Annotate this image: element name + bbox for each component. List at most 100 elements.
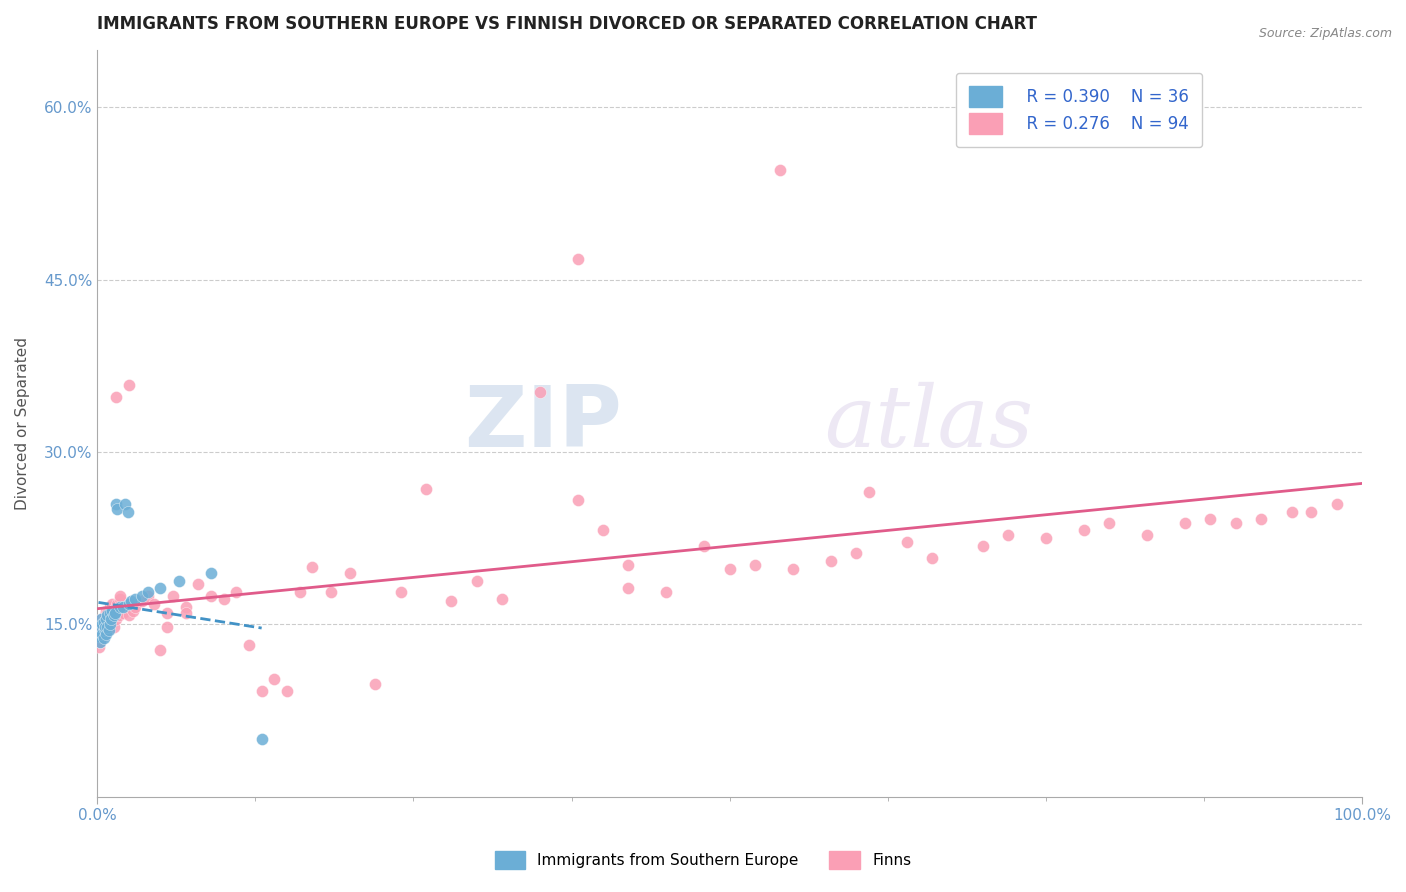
Point <box>124 600 146 615</box>
Point <box>617 581 640 595</box>
Point <box>107 502 129 516</box>
Point <box>529 385 551 400</box>
Point <box>1098 516 1121 531</box>
Point <box>149 581 172 595</box>
Point <box>321 585 343 599</box>
Point <box>440 594 463 608</box>
Point <box>845 546 868 560</box>
Point <box>782 562 804 576</box>
Point <box>91 631 114 645</box>
Point <box>111 606 134 620</box>
Point <box>107 597 129 611</box>
Point <box>108 589 131 603</box>
Point <box>718 562 741 576</box>
Point <box>118 597 141 611</box>
Point <box>87 619 110 633</box>
Text: IMMIGRANTS FROM SOUTHERN EUROPE VS FINNISH DIVORCED OR SEPARATED CORRELATION CHA: IMMIGRANTS FROM SOUTHERN EUROPE VS FINNI… <box>97 15 1038 33</box>
Point <box>1174 516 1197 531</box>
Point <box>174 606 197 620</box>
Point <box>156 619 179 633</box>
Point <box>120 594 142 608</box>
Point <box>93 631 115 645</box>
Point <box>491 592 513 607</box>
Point <box>103 608 125 623</box>
Point <box>1136 527 1159 541</box>
Point <box>131 594 153 608</box>
Point <box>1326 497 1348 511</box>
Point <box>1035 531 1057 545</box>
Point <box>1073 523 1095 537</box>
Text: Source: ZipAtlas.com: Source: ZipAtlas.com <box>1258 27 1392 40</box>
Point <box>1199 511 1222 525</box>
Point <box>169 574 191 588</box>
Point <box>769 163 792 178</box>
Point <box>94 626 117 640</box>
Point <box>96 623 118 637</box>
Point <box>105 497 128 511</box>
Point <box>121 603 143 617</box>
Point <box>89 634 111 648</box>
Point <box>250 684 273 698</box>
Point <box>124 592 146 607</box>
Point <box>655 585 678 599</box>
Point <box>105 600 128 615</box>
Point <box>101 603 124 617</box>
Point <box>263 673 285 687</box>
Point <box>117 505 139 519</box>
Point <box>592 523 614 537</box>
Point <box>114 497 136 511</box>
Point <box>118 608 141 623</box>
Point <box>136 585 159 599</box>
Text: ZIP: ZIP <box>464 382 621 465</box>
Point <box>98 606 121 620</box>
Point <box>89 634 111 648</box>
Point <box>156 606 179 620</box>
Point <box>972 539 994 553</box>
Point <box>101 597 124 611</box>
Point <box>94 626 117 640</box>
Point <box>567 493 589 508</box>
Point <box>415 482 437 496</box>
Point <box>91 617 114 632</box>
Point <box>118 378 141 392</box>
Point <box>212 592 235 607</box>
Legend: Immigrants from Southern Europe, Finns: Immigrants from Southern Europe, Finns <box>488 845 918 875</box>
Point <box>617 558 640 572</box>
Legend:   R = 0.390    N = 36,   R = 0.276    N = 94: R = 0.390 N = 36, R = 0.276 N = 94 <box>956 73 1202 147</box>
Point <box>238 638 260 652</box>
Point <box>114 600 136 615</box>
Point <box>96 619 118 633</box>
Point <box>94 623 117 637</box>
Point <box>276 684 298 698</box>
Point <box>96 606 118 620</box>
Point <box>1225 516 1247 531</box>
Point <box>97 617 120 632</box>
Point <box>301 560 323 574</box>
Point <box>104 606 127 620</box>
Point <box>131 589 153 603</box>
Point <box>567 252 589 266</box>
Point <box>105 390 128 404</box>
Point <box>94 619 117 633</box>
Point <box>98 600 121 615</box>
Point <box>858 485 880 500</box>
Text: atlas: atlas <box>824 382 1033 465</box>
Point <box>107 608 129 623</box>
Point <box>111 600 134 615</box>
Point <box>187 577 209 591</box>
Point <box>90 619 112 633</box>
Y-axis label: Divorced or Separated: Divorced or Separated <box>15 337 30 509</box>
Point <box>339 566 361 580</box>
Point <box>921 550 943 565</box>
Point <box>103 619 125 633</box>
Point <box>89 615 111 629</box>
Point <box>104 603 127 617</box>
Point <box>1301 505 1323 519</box>
Point <box>997 527 1019 541</box>
Point <box>94 619 117 633</box>
Point <box>94 611 117 625</box>
Point <box>94 603 117 617</box>
Point <box>744 558 766 572</box>
Point <box>93 611 115 625</box>
Point <box>149 642 172 657</box>
